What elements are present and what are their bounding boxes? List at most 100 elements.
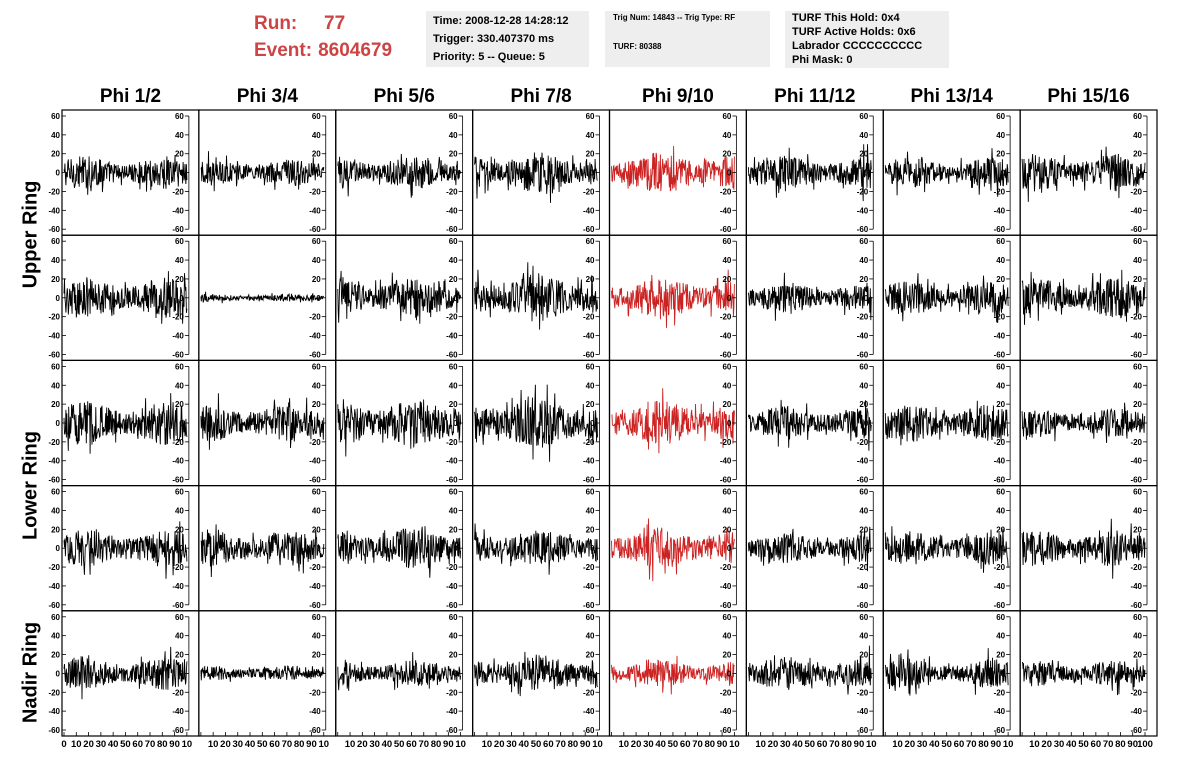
ytick-label: 40	[586, 506, 595, 515]
ytick-label: -20	[1130, 187, 1142, 196]
xtick-label: 30	[643, 739, 654, 750]
ytick-label: 0	[1138, 169, 1143, 178]
ytick-label-left: -60	[48, 225, 60, 234]
ytick-label: 40	[1133, 632, 1142, 641]
xtick-label: 50	[394, 739, 405, 750]
panel-r3-c1: -60 -40 -20 0 20 40 60	[198, 485, 337, 612]
panel-r1-c5: -60 -40 -20 0 20 40 60	[745, 234, 884, 361]
ytick-label: -60	[720, 726, 732, 735]
waveform-trace	[1022, 658, 1146, 696]
ytick-label-left: 0	[56, 294, 61, 303]
xtick-label: 30	[780, 739, 791, 750]
ytick-label-left: -60	[48, 601, 60, 610]
xtick-label: 60	[817, 739, 828, 750]
ytick-label: 40	[722, 506, 731, 515]
waveform-trace	[63, 393, 188, 454]
ytick-label-left: 0	[56, 169, 61, 178]
ytick-label: 20	[996, 150, 1005, 159]
panel-r2-c1: -60 -40 -20 0 20 40 60	[198, 359, 337, 487]
ytick-label: -40	[583, 206, 595, 215]
ytick-label: -20	[994, 563, 1006, 572]
ytick-label-left: -60	[48, 350, 60, 359]
ytick-label-left: -20	[48, 438, 60, 447]
xtick-label: 80	[978, 739, 989, 750]
ytick-label: 60	[449, 112, 458, 121]
ytick-label-left: 20	[51, 525, 60, 534]
panel-r0-c7: -60 -40 -20 0 20 40 60	[1019, 109, 1158, 236]
ytick-label: 60	[449, 237, 458, 246]
panel-r1-c3: -60 -40 -20 0 20 40 60	[472, 234, 611, 361]
xtick-label: 10	[71, 739, 82, 750]
ytick-label: -60	[857, 726, 869, 735]
xtick-label: 60	[680, 739, 691, 750]
ytick-label: -40	[994, 582, 1006, 591]
ytick-label: -60	[309, 350, 321, 359]
ytick-label: -60	[857, 225, 869, 234]
waveform-trace	[747, 144, 872, 202]
waveform-trace	[63, 271, 188, 324]
ytick-label: 0	[316, 294, 321, 303]
waveform-trace	[611, 388, 735, 454]
ytick-label: -40	[720, 707, 732, 716]
ytick-label: 20	[586, 651, 595, 660]
panel-r3-c6: -60 -40 -20 0 20 40 60	[882, 485, 1021, 612]
xtick-label: 80	[568, 739, 579, 750]
ytick-label: 0	[864, 544, 869, 553]
ytick-label-left: -40	[48, 332, 60, 341]
ytick-label: 20	[859, 400, 868, 409]
ytick-label: -60	[1130, 476, 1142, 485]
ytick-label: -60	[446, 225, 458, 234]
xtick-label: 20	[357, 739, 368, 750]
ytick-label: 60	[586, 237, 595, 246]
ytick-label: 40	[175, 381, 184, 390]
ytick-label: 0	[179, 669, 184, 678]
ytick-label: -60	[172, 350, 184, 359]
waveform-trace	[337, 153, 462, 198]
ytick-label: 60	[722, 488, 731, 497]
xtick-label: 90	[580, 739, 591, 750]
ytick-label: -60	[1130, 726, 1142, 735]
ytick-label: -20	[857, 688, 869, 697]
ytick-label: 0	[864, 294, 869, 303]
xtick-label: 20	[1041, 739, 1052, 750]
ytick-label: 20	[175, 525, 184, 534]
ytick-label: 40	[312, 632, 321, 641]
xtick-label: 40	[108, 739, 119, 750]
ytick-label: 60	[996, 362, 1005, 371]
panel-r1-c4: -60 -40 -20 0 20 40 60	[608, 234, 747, 361]
xtick-label: 10	[345, 739, 356, 750]
xtick-label: 50	[120, 739, 131, 750]
xtick-label: 50	[805, 739, 816, 750]
ytick-label: 20	[722, 275, 731, 284]
xtick-label: 40	[929, 739, 940, 750]
ytick-label: -60	[857, 476, 869, 485]
ytick-label-left: 20	[51, 651, 60, 660]
ytick-label: 40	[859, 131, 868, 140]
panel-r1-c6: -60 -40 -20 0 20 40 60	[882, 234, 1021, 361]
ytick-label: -20	[172, 187, 184, 196]
ytick-label: -40	[172, 707, 184, 716]
ytick-label: -20	[583, 563, 595, 572]
ytick-label: 0	[1001, 419, 1006, 428]
xtick-label: 50	[941, 739, 952, 750]
ytick-label-left: 40	[51, 506, 60, 515]
waveform-trace	[474, 262, 598, 330]
xtick-label: 70	[692, 739, 703, 750]
ytick-label-left: -40	[48, 206, 60, 215]
ytick-label: -40	[720, 206, 732, 215]
phi-label-2: Phi 5/6	[373, 86, 435, 107]
waveform-trace	[200, 291, 324, 304]
xtick-label: 10	[318, 739, 329, 750]
ytick-label: 60	[312, 488, 321, 497]
ytick-label: -20	[994, 313, 1006, 322]
phi-label-3: Phi 7/8	[510, 86, 572, 107]
ytick-label: 60	[586, 613, 595, 622]
run-event-info: Run: 77 Event: 8604679	[254, 10, 392, 64]
labrador-line: Labrador CCCCCCCCCC	[792, 40, 923, 52]
ytick-label: 60	[175, 112, 184, 121]
ytick-label: 40	[722, 381, 731, 390]
ytick-label: -20	[857, 438, 869, 447]
phi-label-5: Phi 11/12	[774, 86, 856, 107]
ytick-label: 40	[996, 131, 1005, 140]
phi-label-6: Phi 13/14	[910, 86, 993, 107]
